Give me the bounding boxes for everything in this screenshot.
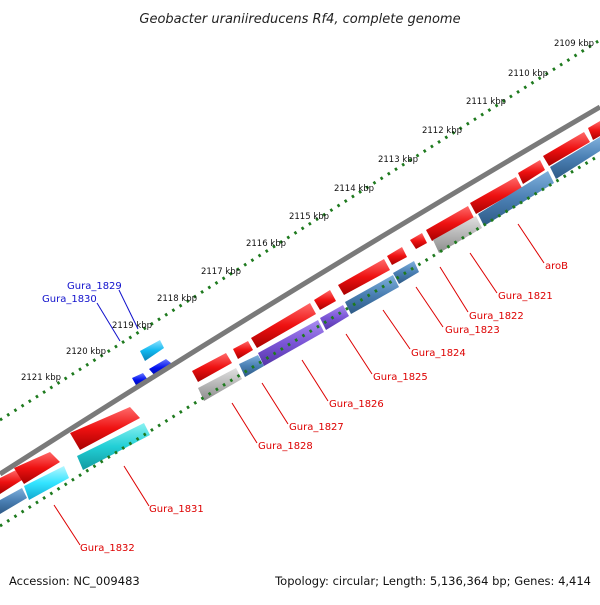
gene-label-gura-1830[interactable]: Gura_1830 (42, 294, 97, 305)
gene-arrow[interactable] (410, 233, 427, 249)
tick-label: 2121 kbp (21, 373, 61, 383)
gene-arrow[interactable] (314, 290, 336, 310)
forward-gene-track (0, 121, 600, 494)
tick-label: 2118 kbp (157, 294, 197, 304)
accession-text: Accession: NC_009483 (9, 574, 140, 588)
gene-label-gura-1821[interactable]: Gura_1821 (498, 291, 553, 302)
gene-label-arob[interactable]: aroB (545, 261, 568, 272)
tick-label: 2112 kbp (422, 126, 462, 136)
gene-arrow-gura-1830b[interactable] (132, 373, 148, 387)
leader-line (517, 223, 545, 264)
leader-line (123, 465, 150, 507)
gene-arrow[interactable] (470, 177, 522, 214)
tick-label: 2115 kbp (289, 212, 329, 222)
inner-features (132, 340, 173, 387)
tick-label: 2119 kbp (112, 321, 152, 331)
tick-labels: 2109 kbp 2110 kbp 2111 kbp 2112 kbp 2113… (21, 39, 594, 383)
genome-backbone (0, 104, 600, 477)
tick-label: 2114 kbp (334, 184, 374, 194)
gene-arrow[interactable] (0, 470, 22, 494)
leader-line (53, 504, 81, 546)
gene-label-gura-1832[interactable]: Gura_1832 (80, 543, 135, 554)
gene-arrow[interactable] (426, 206, 474, 241)
tick-label: 2110 kbp (508, 69, 548, 79)
gene-arrow[interactable] (70, 407, 140, 450)
gene-label-gura-1828[interactable]: Gura_1828 (258, 441, 313, 452)
leader-line (469, 252, 498, 294)
topology-text: Topology: circular; Length: 5,136,364 bp… (274, 574, 591, 588)
map-title: Geobacter uraniireducens Rf4, complete g… (139, 12, 460, 27)
gene-label-gura-1824[interactable]: Gura_1824 (411, 348, 466, 359)
inner-tick-ring (0, 153, 600, 528)
cds-block[interactable] (433, 216, 482, 253)
tick-label: 2113 kbp (378, 155, 418, 165)
gene-label-gura-1822[interactable]: Gura_1822 (469, 311, 524, 322)
gene-label-gura-1827[interactable]: Gura_1827 (289, 422, 344, 433)
leader-line (118, 289, 139, 330)
gene-arrow[interactable] (192, 353, 232, 382)
leader-line (382, 309, 411, 350)
tick-label: 2117 kbp (201, 267, 241, 277)
gene-arrow-gura-1830[interactable] (149, 359, 173, 377)
leader-line (345, 333, 373, 375)
tick-label: 2111 kbp (466, 97, 506, 107)
cds-block[interactable] (24, 466, 69, 500)
gene-arrow[interactable] (14, 452, 60, 484)
gene-label-gura-1829[interactable]: Gura_1829 (67, 281, 122, 292)
gene-label-gura-1825[interactable]: Gura_1825 (373, 372, 428, 383)
gene-arrow[interactable] (387, 247, 407, 265)
leader-line (261, 382, 289, 425)
outer-tick-ring (0, 38, 600, 422)
label-leaders (53, 223, 545, 546)
cds-block[interactable] (0, 488, 27, 514)
gene-arrow-gura-1829[interactable] (140, 340, 164, 361)
cds-block[interactable] (239, 355, 264, 377)
leader-line (415, 286, 444, 328)
tick-label: 2116 kbp (246, 239, 286, 249)
tick-label: 2120 kbp (66, 347, 106, 357)
leader-line (439, 266, 469, 313)
cds-block[interactable] (345, 275, 399, 314)
gene-arrow[interactable] (588, 121, 600, 140)
cds-block[interactable] (77, 423, 150, 470)
gene-arrow[interactable] (338, 259, 390, 295)
cds-block[interactable] (393, 261, 419, 284)
gene-arrow[interactable] (543, 132, 590, 166)
gene-arrow[interactable] (518, 160, 545, 184)
gene-arrow[interactable] (233, 341, 253, 359)
leader-line (231, 402, 258, 444)
gene-labels: aroB Gura_1821 Gura_1822 Gura_1823 Gura_… (42, 261, 568, 554)
cds-block[interactable] (550, 137, 600, 179)
gene-arrow[interactable] (251, 303, 316, 348)
gene-label-gura-1826[interactable]: Gura_1826 (329, 399, 384, 410)
leader-line (96, 302, 121, 342)
leader-line (301, 359, 329, 402)
gene-label-gura-1831[interactable]: Gura_1831 (149, 504, 204, 515)
tick-label: 2109 kbp (554, 39, 594, 49)
gene-label-gura-1823[interactable]: Gura_1823 (445, 325, 500, 336)
cds-block[interactable] (320, 305, 349, 330)
cds-block[interactable] (478, 171, 554, 226)
